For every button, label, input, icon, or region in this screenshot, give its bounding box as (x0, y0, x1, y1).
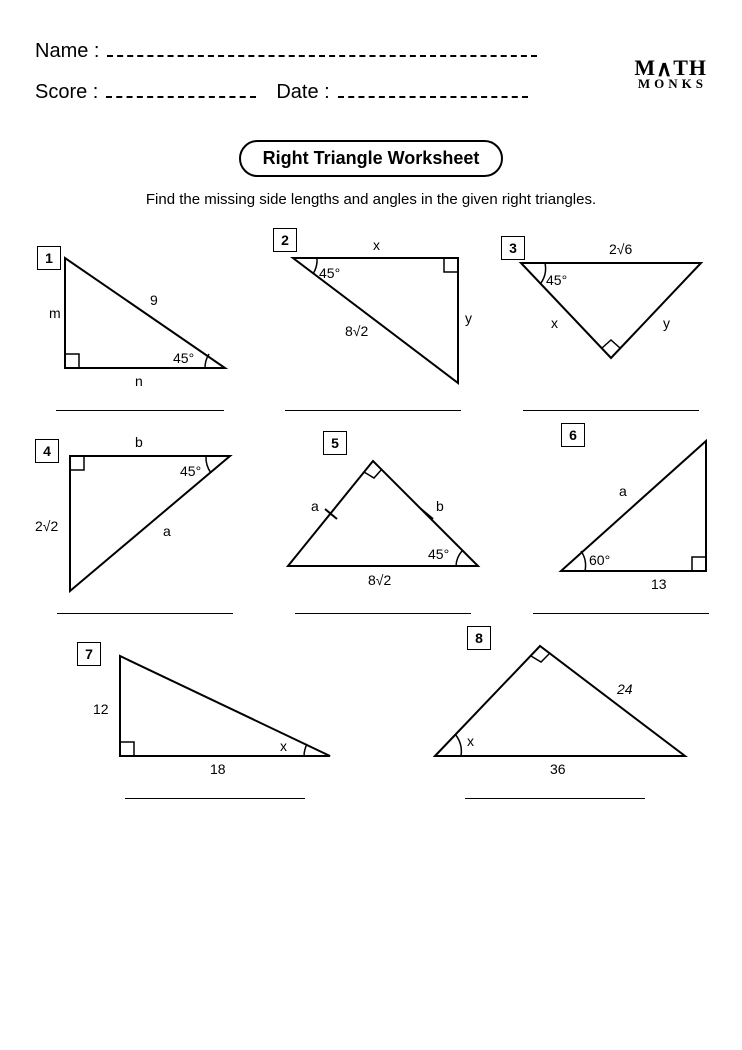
label-45: 45° (180, 463, 201, 479)
problems-row-3: 7 12 18 x 8 24 36 x (35, 616, 707, 799)
triangle-4: b 2√2 a 45° (35, 421, 255, 601)
label-n: n (135, 373, 143, 389)
problem-6: 6 a 13 60° (511, 421, 731, 614)
triangle-1: m n 9 45° (35, 228, 245, 398)
label-8r2: 8√2 (368, 572, 391, 588)
answer-line[interactable] (57, 613, 233, 614)
label-2r2: 2√2 (35, 518, 58, 534)
problems-row-1: 1 m n 9 45° 2 x y 8√2 45° 3 (35, 228, 707, 411)
triangle-2: x y 8√2 45° (263, 228, 483, 398)
problem-number: 3 (501, 236, 525, 260)
label-45: 45° (428, 546, 449, 562)
answer-line[interactable] (295, 613, 471, 614)
label-24: 24 (616, 681, 633, 697)
problem-7: 7 12 18 x (65, 616, 365, 799)
problem-4: 4 b 2√2 a 45° (35, 421, 255, 614)
score-label: Score : (35, 81, 98, 104)
problem-5: 5 a b 8√2 45° (273, 421, 493, 614)
math-monks-logo: M∧TH MONKS (634, 58, 707, 89)
answer-line[interactable] (523, 410, 699, 411)
label-60: 60° (589, 552, 610, 568)
label-b: b (436, 498, 444, 514)
worksheet-header: Name : Score : Date : M∧TH MONKS (35, 40, 707, 130)
label-a: a (311, 498, 319, 514)
problem-number: 7 (77, 642, 101, 666)
label-x: x (551, 315, 558, 331)
problem-8: 8 24 36 x (405, 616, 705, 799)
label-18: 18 (210, 761, 226, 777)
problem-2: 2 x y 8√2 45° (263, 228, 483, 411)
problem-3: 3 2√6 x y 45° (501, 228, 721, 411)
label-45: 45° (546, 272, 567, 288)
label-x: x (373, 237, 380, 253)
instructions: Find the missing side lengths and angles… (35, 191, 707, 208)
logo-top-text: M∧TH (634, 58, 707, 78)
date-label: Date : (276, 81, 329, 104)
answer-line[interactable] (465, 798, 645, 799)
score-line[interactable] (106, 96, 256, 98)
name-row: Name : (35, 40, 707, 63)
label-a: a (163, 523, 171, 539)
date-line[interactable] (338, 96, 528, 98)
answer-line[interactable] (285, 410, 461, 411)
label-x: x (280, 738, 287, 754)
problem-number: 5 (323, 431, 347, 455)
label-2r6: 2√6 (609, 241, 632, 257)
problem-number: 4 (35, 439, 59, 463)
triangle-3: 2√6 x y 45° (501, 228, 721, 398)
label-y: y (465, 310, 472, 326)
title-container: Right Triangle Worksheet (35, 140, 707, 177)
problem-number: 1 (37, 246, 61, 270)
label-a: a (619, 483, 627, 499)
triangle-6: a 13 60° (511, 421, 731, 601)
name-label: Name : (35, 40, 99, 63)
label-13: 13 (651, 576, 667, 592)
triangle-5: a b 8√2 45° (273, 421, 493, 601)
label-m: m (49, 305, 61, 321)
label-45: 45° (173, 350, 194, 366)
answer-line[interactable] (56, 410, 224, 411)
answer-line[interactable] (533, 613, 709, 614)
label-45: 45° (319, 265, 340, 281)
label-12: 12 (93, 701, 109, 717)
problem-number: 6 (561, 423, 585, 447)
name-line[interactable] (107, 55, 537, 57)
problem-number: 2 (273, 228, 297, 252)
label-9: 9 (150, 292, 158, 308)
score-date-row: Score : Date : (35, 81, 707, 104)
label-b: b (135, 434, 143, 450)
problem-number: 8 (467, 626, 491, 650)
problem-1: 1 m n 9 45° (35, 228, 245, 411)
label-x: x (467, 733, 474, 749)
triangle-7: 12 18 x (65, 616, 365, 786)
answer-line[interactable] (125, 798, 305, 799)
worksheet-title: Right Triangle Worksheet (239, 140, 504, 177)
label-36: 36 (550, 761, 566, 777)
problems-row-2: 4 b 2√2 a 45° 5 a b 8√2 45° 6 (35, 421, 707, 614)
label-y: y (663, 315, 670, 331)
label-8r2: 8√2 (345, 323, 368, 339)
triangle-8: 24 36 x (405, 616, 705, 786)
